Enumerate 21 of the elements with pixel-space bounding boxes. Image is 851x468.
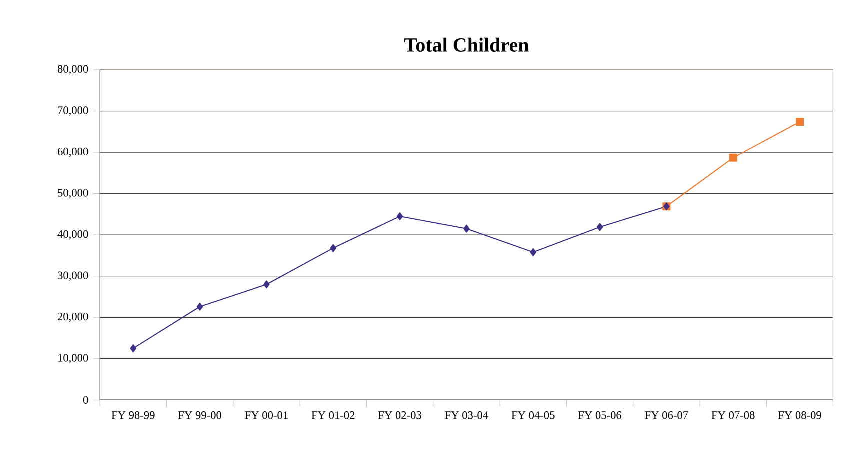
y-tick-label: 0 <box>83 396 88 404</box>
x-tick-label: FY 98-99 <box>112 411 155 420</box>
x-tick-label: FY 03-04 <box>445 411 488 420</box>
x-tick-label: FY 07-08 <box>712 411 755 420</box>
x-tick-label: FY 08-09 <box>778 411 822 420</box>
x-tick-label: FY 02-03 <box>378 411 422 420</box>
y-tick-label: 40,000 <box>58 230 88 240</box>
x-tick-label: FY 00-01 <box>245 411 288 420</box>
y-tick-label: 10,000 <box>58 354 88 364</box>
y-tick-label: 70,000 <box>58 106 88 116</box>
y-tick-label: 50,000 <box>58 189 88 198</box>
x-tick-label: FY 99-00 <box>178 411 222 420</box>
y-tick-label: 60,000 <box>58 148 88 158</box>
x-tick-label: FY 04-05 <box>512 411 555 420</box>
y-tick-label: 30,000 <box>58 272 88 281</box>
chart-title: Total Children <box>404 38 529 52</box>
x-tick-label: FY 05-06 <box>578 411 622 420</box>
x-tick-label: FY 01-02 <box>312 411 355 420</box>
y-tick-label: 80,000 <box>58 65 88 75</box>
y-tick-label: 20,000 <box>58 312 88 322</box>
x-tick-label: FY 06-07 <box>645 411 688 420</box>
